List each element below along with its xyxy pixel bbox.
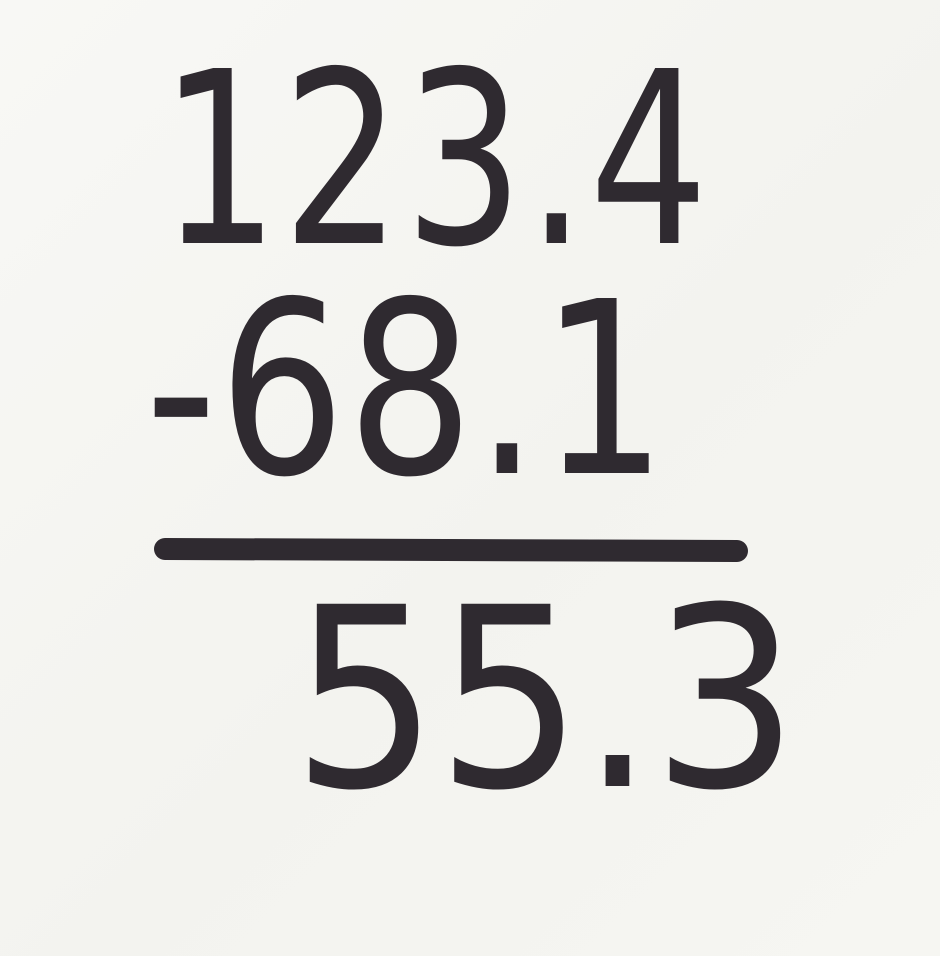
subtrahend-row: -68.1 xyxy=(0,270,940,530)
minuend-value: 123.4 xyxy=(160,20,712,300)
minuend-row: 123.4 xyxy=(0,40,940,300)
difference-row: 55.3 xyxy=(0,575,940,835)
difference-value: 55.3 xyxy=(292,554,799,845)
subtrahend-value: -68.1 xyxy=(145,250,669,530)
